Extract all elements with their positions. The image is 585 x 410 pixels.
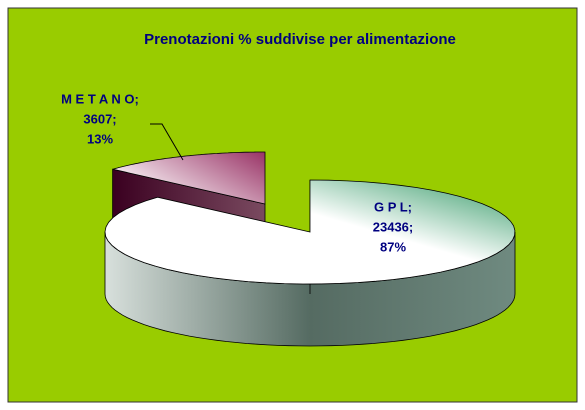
data-label-value: 23436; (373, 219, 413, 234)
data-label-percent: 87% (380, 239, 406, 254)
slice (112, 151, 266, 205)
slice (104, 179, 516, 285)
leader-line (150, 123, 184, 161)
data-label-name: M E T A N O; (61, 91, 139, 106)
chart-title: Prenotazioni % suddivise per alimentazio… (144, 31, 456, 48)
data-label-percent: 13% (87, 131, 113, 146)
data-label-name: G P L; (374, 199, 412, 214)
data-label-value: 3607; (83, 111, 116, 126)
